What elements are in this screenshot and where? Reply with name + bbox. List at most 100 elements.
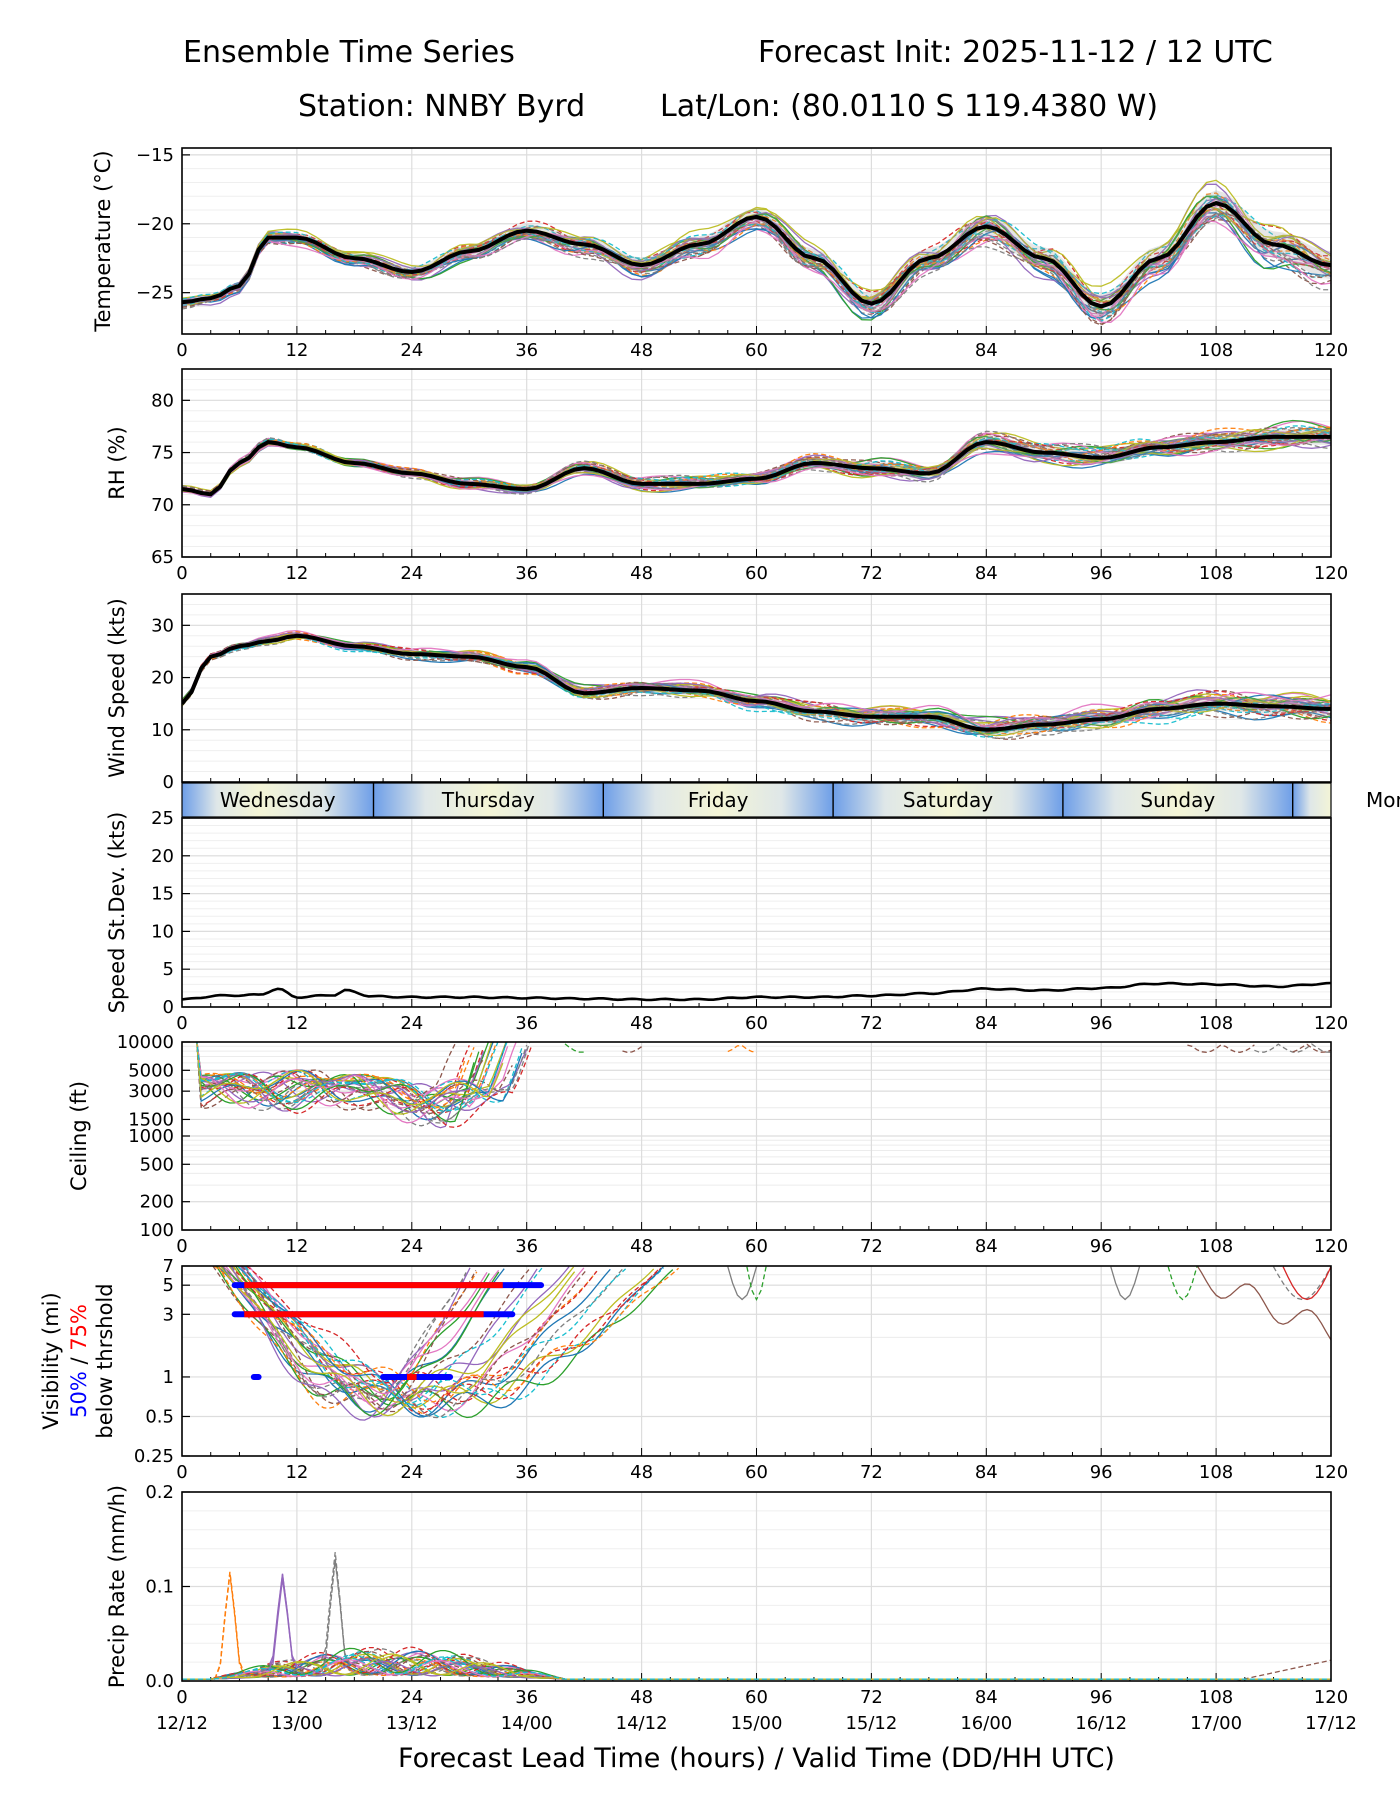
temperature-panel-x-tick-label: 72 — [860, 340, 883, 361]
precip-panel-x-tick-label: 96 — [1090, 1687, 1113, 1708]
stdev-panel-x-tick-label: 12 — [285, 1013, 308, 1034]
ceiling-member-line — [196, 1042, 480, 1115]
ceiling-member-line — [1292, 1043, 1331, 1053]
visibility-member-line — [219, 1266, 576, 1417]
visibility-panel-x-tick-label: 48 — [630, 1462, 653, 1483]
rh-panel-x-tick-label: 108 — [1199, 563, 1233, 584]
ceiling-panel-y-tick-label: 5000 — [128, 1060, 174, 1081]
stdev-panel-y-tick-label: 10 — [151, 921, 174, 942]
wind-panel-spread-band — [182, 633, 1331, 736]
visibility-panel-border — [181, 1265, 1332, 1457]
rh-panel-member-line — [182, 435, 1331, 497]
stdev-panel-x-tick-label: 120 — [1314, 1013, 1348, 1034]
lat-lon: Lat/Lon: (80.0110 S 119.4380 W) — [660, 89, 1159, 124]
ceiling-panel-x-tick-label: 72 — [860, 1236, 883, 1257]
valid-time-label: 12/12 — [156, 1713, 208, 1734]
visibility-member-line — [241, 1266, 587, 1411]
ceiling-panel-x-tick-label: 120 — [1314, 1236, 1348, 1257]
temperature-panel-x-tick-label: 12 — [285, 340, 308, 361]
stdev-panel-x-tick-label: 60 — [745, 1013, 768, 1034]
rh-panel-x-tick-label: 60 — [745, 563, 768, 584]
visibility-panel-x-tick-label: 72 — [860, 1462, 883, 1483]
ceiling-panel-y-tick-label: 1000 — [128, 1126, 174, 1147]
precip-panel-y-label: Precip Rate (mm/h) — [105, 1485, 129, 1688]
ceiling-panel-x-tick-label: 36 — [515, 1236, 538, 1257]
stdev-panel-x-tick-label: 108 — [1199, 1013, 1233, 1034]
ceiling-member-line — [1254, 1043, 1331, 1053]
temperature-panel-x-ticks: 0 12 24 36 48 60 72 84 96 108 120 — [176, 326, 1348, 361]
visibility-member-line — [212, 1266, 530, 1413]
wind-panel: 0 10 20 30 Wind Speed (kts) — [105, 593, 1332, 793]
wind-panel-y-ticks: 0 10 20 30 — [151, 615, 190, 793]
visibility-member-line — [231, 1266, 467, 1398]
temperature-panel-y-tick-label: −20 — [136, 214, 174, 235]
visibility-panel-y-tick-label: 3 — [163, 1304, 174, 1325]
visibility-y-label: Visibility (mi) 50% / 75% below thrshold — [39, 1283, 117, 1438]
visibility-panel: 0.25 0.5 1 3 57 0 12 24 36 48 60 72 84 96 108 120 Visibi… — [39, 1256, 1348, 1483]
ceiling-member-line — [196, 1042, 499, 1112]
ceiling-panel-y-tick-label: 500 — [140, 1154, 174, 1175]
stdev-line — [181, 981, 1332, 1002]
visibility-panel-y-tick-label: 0.25 — [134, 1446, 174, 1467]
ceiling-members — [196, 1042, 1331, 1129]
valid-time-label: 13/00 — [271, 1713, 323, 1734]
visibility-panel-x-ticks: 0 12 24 36 48 60 72 84 96 108 120 — [176, 1448, 1348, 1483]
rh-panel-x-tick-label: 48 — [630, 563, 653, 584]
visibility-panel-y-tick-label: 0.5 — [145, 1406, 174, 1427]
ceiling-panel-x-tick-label: 84 — [975, 1236, 998, 1257]
visibility-member-line — [213, 1266, 680, 1403]
visibility-member-line — [1272, 1266, 1331, 1301]
rh-panel-x-tick-label: 24 — [400, 563, 423, 584]
precip-panel-x-tick-label: 60 — [745, 1687, 768, 1708]
temperature-panel-x-tick-label: 36 — [515, 340, 538, 361]
visibility-label-threshold: below thrshold — [93, 1283, 117, 1438]
visibility-member-line — [231, 1266, 467, 1398]
wind-panel-member-line — [182, 638, 1331, 735]
rh-panel-y-tick-label: 70 — [151, 495, 174, 516]
ceiling-member-line — [1187, 1044, 1255, 1053]
figure-title: Ensemble Time Series — [183, 35, 515, 70]
precip-member-line — [182, 1646, 1331, 1680]
temperature-panel-x-tick-label: 48 — [630, 340, 653, 361]
stdev-panel-border — [181, 817, 1332, 1008]
wind-panel-y-tick-label: 30 — [151, 615, 174, 636]
precip-panel-x-tick-label: 84 — [975, 1687, 998, 1708]
visibility-member-line — [1110, 1266, 1141, 1301]
day-label-mon: Mon — [1366, 788, 1400, 812]
rh-panel-y-tick-label: 80 — [151, 390, 174, 411]
visibility-panel-x-tick-label: 24 — [400, 1462, 423, 1483]
precip-panel-x-tick-label: 108 — [1199, 1687, 1233, 1708]
precip-panel-x-tick-label: 0 — [176, 1687, 187, 1708]
ceiling-panel-y-tick-label: 10000 — [117, 1032, 174, 1053]
temperature-panel-y-label: Temperature (°C) — [91, 150, 115, 332]
ceiling-panel-x-tick-label: 12 — [285, 1236, 308, 1257]
ceiling-panel-x-tick-label: 108 — [1199, 1236, 1233, 1257]
visibility-panel-x-tick-label: 84 — [975, 1462, 998, 1483]
wind-panel-border — [181, 593, 1332, 783]
rh-panel-x-tick-label: 72 — [860, 563, 883, 584]
ceiling-member-line — [196, 1042, 528, 1122]
temperature-panel-x-tick-label: 60 — [745, 340, 768, 361]
stdev-panel-grid — [181, 817, 1332, 1008]
stdev-panel-x-tick-label: 84 — [975, 1013, 998, 1034]
ceiling-panel-x-ticks: 0 12 24 36 48 60 72 84 96 108 120 — [176, 1222, 1348, 1257]
temperature-panel-y-tick-label: −15 — [136, 145, 174, 166]
ceiling-panel-y-tick-label: 1500 — [128, 1109, 174, 1130]
rh-panel-x-tick-label: 120 — [1314, 563, 1348, 584]
precip-panel-y-ticks: 0.0 0.1 0.2 — [145, 1482, 190, 1692]
wind-panel-member-line — [182, 633, 1331, 733]
valid-time-labels: 12/12 13/00 13/12 14/00 14/12 15/00 15/12 16/00… — [156, 1713, 1357, 1734]
temperature-panel-mean-line — [182, 200, 1331, 309]
precip-panel-x-tick-label: 24 — [400, 1687, 423, 1708]
precip-panel-x-tick-label: 36 — [515, 1687, 538, 1708]
visibility-label-main: Visibility (mi) — [39, 1292, 63, 1429]
visibility-member-line — [727, 1266, 758, 1301]
stdev-panel-y-tick-label: 20 — [151, 846, 174, 867]
rh-panel-x-ticks: 0 12 24 36 48 60 72 84 96 108 120 — [176, 549, 1348, 584]
temperature-panel-x-tick-label: 24 — [400, 340, 423, 361]
valid-time-label: 14/12 — [616, 1713, 668, 1734]
visibility-member-line — [236, 1266, 597, 1416]
visibility-panel-y-tick-label: 1 — [163, 1367, 174, 1388]
visibility-members — [212, 1266, 1331, 1421]
